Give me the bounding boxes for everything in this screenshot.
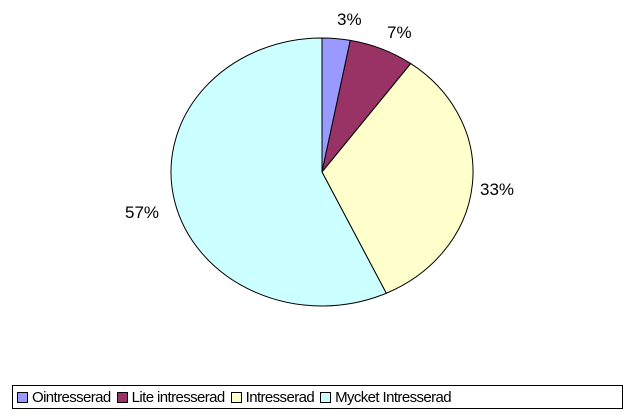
legend-swatch-intresserad: [230, 391, 242, 403]
data-label-intresserad: 33%: [480, 180, 514, 199]
pie-chart-plot: 3% 7% 33% 57%: [125, 10, 514, 307]
legend-label-intresserad: Intresserad: [245, 388, 315, 406]
data-label-ointresserad: 3%: [337, 10, 362, 29]
pie-data-labels: 3% 7% 33% 57%: [125, 10, 514, 222]
pie-slice-intresserad: [321, 62, 474, 294]
legend-label-ointresserad: Ointresserad: [32, 388, 111, 406]
pie-slice-mycket-intresserad: [170, 37, 387, 307]
data-label-lite-intresserad: 7%: [387, 23, 412, 42]
legend-item-mycket-intresserad: Mycket Intresserad: [320, 388, 452, 406]
chart-legend: Ointresserad Lite intresserad Intressera…: [12, 385, 623, 409]
legend-label-mycket-intresserad: Mycket Intresserad: [335, 388, 452, 406]
legend-item-intresserad: Intresserad: [230, 388, 315, 406]
legend-swatch-lite-intresserad: [116, 391, 128, 403]
legend-item-ointresserad: Ointresserad: [17, 389, 111, 406]
pie-slices: [170, 37, 474, 307]
data-label-mycket-intresserad: 57%: [125, 203, 159, 222]
legend-label-lite-intresserad: Lite intresserad: [131, 388, 226, 406]
legend-swatch-ointresserad: [17, 391, 28, 403]
legend-swatch-mycket-intresserad: [320, 391, 332, 403]
legend-item-lite-intresserad: Lite intresserad: [116, 388, 226, 406]
